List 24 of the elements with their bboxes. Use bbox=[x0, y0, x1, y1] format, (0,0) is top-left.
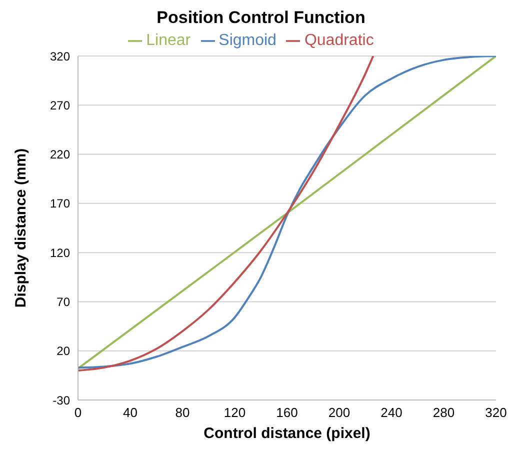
y-tick-label: 170 bbox=[50, 196, 70, 211]
x-tick-label: 160 bbox=[276, 405, 298, 420]
legend-label: Linear bbox=[146, 32, 191, 49]
y-tick-label: 120 bbox=[50, 246, 70, 260]
line-series bbox=[78, 56, 374, 372]
y-tick-label: 320 bbox=[50, 49, 70, 64]
y-tick-label: 270 bbox=[50, 98, 70, 112]
x-axis-title: Control distance (pixel) bbox=[204, 425, 370, 442]
x-tick-label: 0 bbox=[74, 405, 82, 420]
x-tick-label: 200 bbox=[328, 405, 350, 420]
x-tick-label: 240 bbox=[380, 405, 402, 420]
y-tick-label: 20 bbox=[56, 344, 70, 358]
y-tick-label: 70 bbox=[56, 294, 70, 309]
x-tick-label: 320 bbox=[485, 405, 507, 420]
x-tick-label: 80 bbox=[175, 405, 190, 420]
chart-title: Position Control Function bbox=[156, 8, 366, 28]
x-tick-label: 120 bbox=[224, 405, 246, 420]
legend-label: Sigmoid bbox=[218, 32, 276, 49]
x-tick-label: 40 bbox=[123, 405, 138, 420]
y-axis-title: Display distance (mm) bbox=[12, 148, 30, 308]
x-tick-label: 280 bbox=[432, 405, 455, 420]
legend-label: Quadratic bbox=[304, 32, 374, 49]
y-tick-label: -30 bbox=[52, 393, 70, 408]
y-tick-label: 220 bbox=[50, 148, 70, 162]
